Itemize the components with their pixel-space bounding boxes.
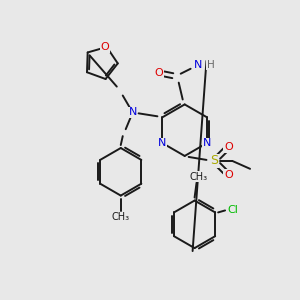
Text: O: O [224, 170, 233, 180]
Text: O: O [100, 42, 109, 52]
Text: N: N [128, 107, 137, 117]
Text: S: S [210, 154, 218, 167]
Text: O: O [224, 142, 233, 152]
Text: CH₃: CH₃ [112, 212, 130, 222]
Text: O: O [154, 68, 163, 78]
Text: N: N [194, 60, 203, 70]
Text: H: H [207, 60, 214, 70]
Text: CH₃: CH₃ [190, 172, 208, 182]
Text: N: N [158, 138, 166, 148]
Text: N: N [203, 138, 211, 148]
Text: Cl: Cl [228, 206, 238, 215]
